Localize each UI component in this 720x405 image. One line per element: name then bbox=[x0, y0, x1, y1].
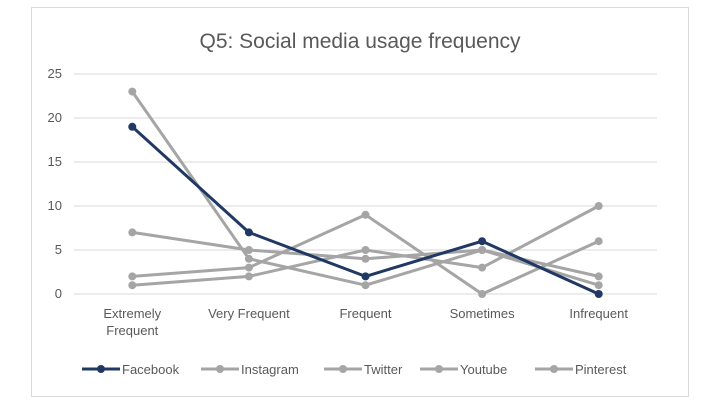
data-point-twitter bbox=[478, 246, 487, 254]
series-pinterest bbox=[128, 202, 603, 290]
data-point-facebook bbox=[361, 272, 370, 281]
y-tick-label: 0 bbox=[55, 286, 62, 301]
legend-marker-twitter bbox=[339, 365, 347, 373]
data-point-facebook bbox=[594, 290, 603, 298]
series-youtube bbox=[128, 210, 603, 298]
x-tick-label: Extremely Frequent bbox=[103, 306, 161, 338]
series-lines bbox=[128, 87, 603, 298]
data-point-twitter bbox=[594, 272, 603, 281]
x-tick-label: Frequent bbox=[339, 306, 391, 321]
legend-marker-pinterest bbox=[550, 365, 558, 373]
legend-label-instagram: Instagram bbox=[241, 362, 299, 377]
series-line-facebook bbox=[130, 125, 601, 296]
data-point-instagram bbox=[594, 281, 603, 290]
legend-item-instagram: Instagram bbox=[201, 362, 299, 377]
series-facebook bbox=[128, 122, 603, 298]
chart-title: Q5: Social media usage frequency bbox=[199, 30, 521, 53]
legend-marker-youtube bbox=[435, 365, 443, 373]
data-point-facebook bbox=[128, 122, 137, 131]
y-tick-label: 15 bbox=[48, 154, 62, 169]
data-point-twitter bbox=[244, 246, 253, 254]
data-point-youtube bbox=[478, 290, 487, 298]
y-tick-label: 20 bbox=[48, 110, 62, 125]
data-point-pinterest bbox=[361, 246, 370, 254]
legend-label-twitter: Twitter bbox=[364, 362, 403, 377]
data-point-youtube bbox=[361, 210, 370, 219]
data-point-youtube bbox=[128, 272, 137, 281]
data-point-instagram bbox=[361, 281, 370, 290]
legend-label-facebook: Facebook bbox=[122, 362, 180, 377]
legend-label-youtube: Youtube bbox=[460, 362, 507, 377]
data-point-twitter bbox=[361, 254, 370, 263]
legend-item-pinterest: Pinterest bbox=[535, 362, 627, 377]
legend-label-pinterest: Pinterest bbox=[575, 362, 627, 377]
data-point-twitter bbox=[128, 228, 137, 237]
data-point-instagram bbox=[244, 254, 253, 263]
data-point-pinterest bbox=[128, 281, 137, 290]
data-point-facebook bbox=[478, 237, 487, 246]
chart-frame: Q5: Social media usage frequency 0 5 10 15 2… bbox=[31, 7, 689, 397]
y-tick-label: 25 bbox=[48, 66, 62, 81]
legend-item-twitter: Twitter bbox=[324, 362, 403, 377]
x-tick-label: Sometimes bbox=[450, 306, 516, 321]
data-point-facebook bbox=[244, 228, 253, 237]
x-tick-label: Infrequent bbox=[569, 306, 628, 321]
legend-item-facebook: Facebook bbox=[82, 362, 180, 377]
y-tick-label: 5 bbox=[55, 242, 62, 257]
x-tick-label: Very Frequent bbox=[208, 306, 290, 321]
legend-item-youtube: Youtube bbox=[420, 362, 507, 377]
legend-marker-facebook bbox=[97, 365, 105, 373]
data-point-youtube bbox=[244, 263, 253, 272]
x-axis-ticks: Extremely Frequent Very Frequent Frequent So… bbox=[103, 306, 628, 338]
data-point-pinterest bbox=[478, 263, 487, 272]
line-chart: Q5: Social media usage frequency 0 5 10 15 2… bbox=[48, 30, 657, 377]
data-point-pinterest bbox=[594, 202, 603, 210]
legend-marker-instagram bbox=[216, 365, 224, 373]
y-tick-label: 10 bbox=[48, 198, 62, 213]
data-point-instagram bbox=[128, 87, 137, 96]
y-axis-ticks: 0 5 10 15 20 25 bbox=[48, 66, 62, 301]
legend: Facebook Instagram Twitter Youtube Pinterest bbox=[82, 362, 627, 377]
data-point-pinterest bbox=[244, 272, 253, 281]
data-point-youtube bbox=[594, 237, 603, 246]
